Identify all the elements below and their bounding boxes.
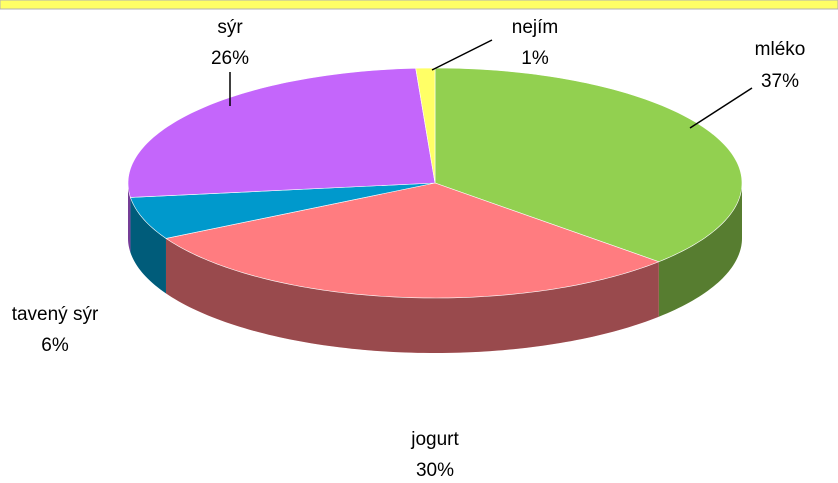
slice-label: mléko — [755, 39, 806, 60]
value-label: 1% — [521, 48, 549, 69]
slice — [129, 182, 436, 239]
top-strip — [0, 0, 838, 10]
slice-side-shade — [128, 183, 131, 253]
value-label: 30% — [416, 460, 454, 481]
slice-side — [130, 197, 166, 294]
slice — [127, 67, 436, 198]
slice-side — [128, 183, 131, 253]
slice-side-shade — [165, 238, 659, 353]
slice-label: nejím — [512, 17, 558, 38]
slice-side-shade — [658, 183, 742, 317]
slice-label: tavený sýr — [12, 304, 99, 325]
slice — [165, 182, 660, 299]
slice-side — [165, 238, 659, 353]
leader-line — [431, 39, 493, 71]
value-label: 26% — [211, 48, 249, 69]
slice-label: jogurt — [410, 429, 459, 450]
slice-label: sýr — [217, 17, 243, 38]
leader-line — [689, 87, 753, 129]
value-label: 6% — [41, 335, 69, 356]
slice-side-shade — [130, 197, 166, 294]
slice — [434, 67, 743, 263]
value-label: 37% — [761, 71, 799, 92]
slice-side — [658, 183, 742, 317]
